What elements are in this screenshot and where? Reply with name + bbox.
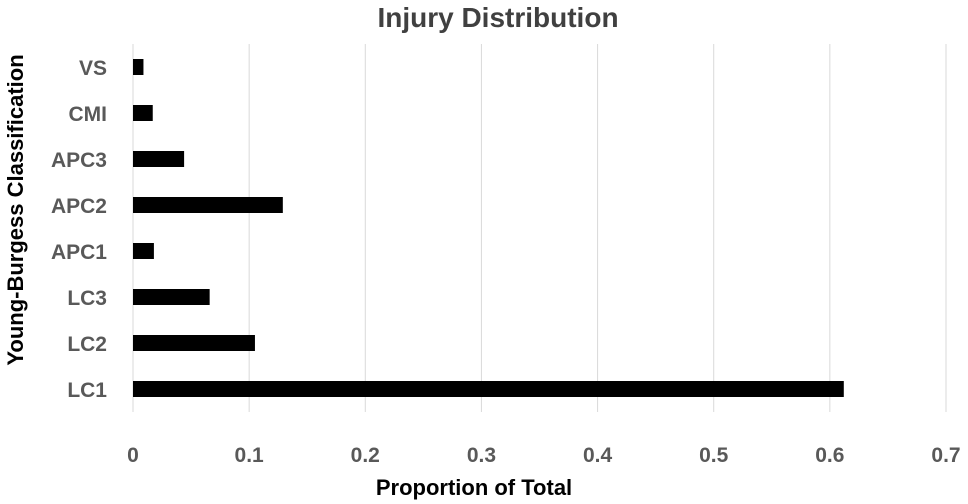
x-tick-label: 0 [127, 444, 139, 467]
x-tick-label: 0.1 [235, 444, 265, 467]
category-label: LC1 [67, 379, 107, 402]
x-tick-label: 0.7 [931, 444, 960, 467]
bar-vs [133, 59, 144, 75]
bar-lc2 [133, 335, 255, 351]
chart-title: Injury Distribution [377, 2, 618, 33]
category-label: LC3 [67, 287, 107, 310]
bar-apc2 [133, 197, 283, 213]
gridlines [132, 44, 947, 412]
bar-lc3 [133, 289, 210, 305]
x-tick-labels: 0 0.1 0.2 0.3 0.4 0.5 0.6 0.7 [127, 444, 960, 467]
bar-cmi [133, 105, 153, 121]
category-label: VS [79, 57, 107, 80]
category-label: APC3 [51, 149, 107, 172]
x-tick-label: 0.6 [815, 444, 844, 467]
category-labels: LC1 LC2 LC3 APC1 APC2 APC3 CMI VS [51, 57, 107, 402]
category-label: APC1 [51, 241, 107, 264]
x-tick-label: 0.3 [467, 444, 496, 467]
x-tick-label: 0.2 [351, 444, 380, 467]
bar-apc1 [133, 243, 154, 259]
category-label: LC2 [67, 333, 107, 356]
x-axis-title: Proportion of Total [376, 475, 572, 500]
x-tick-label: 0.5 [699, 444, 729, 467]
bar-apc3 [133, 151, 185, 167]
bar-lc1 [133, 381, 844, 397]
y-axis-title: Young-Burgess Classification [3, 54, 28, 365]
bars [133, 59, 844, 397]
category-label: APC2 [51, 195, 107, 218]
x-tick-label: 0.4 [583, 444, 613, 467]
category-label: CMI [69, 103, 108, 126]
